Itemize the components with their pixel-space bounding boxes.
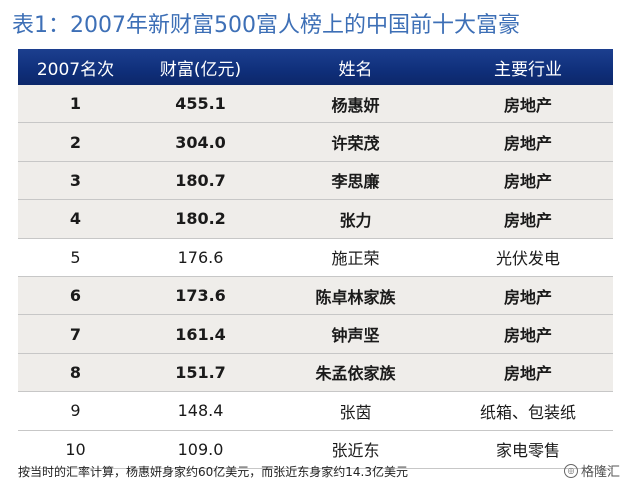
rank-cell: 7 bbox=[69, 324, 82, 344]
rank-cell: 6 bbox=[69, 286, 82, 306]
industry-cell: 房地产 bbox=[503, 172, 552, 192]
wealth-cell: 161.4 bbox=[175, 324, 226, 344]
footnote: 按当时的汇率计算，杨惠妍身家约60亿美元，而张近东身家约14.3亿美元 bbox=[18, 465, 408, 479]
table-row: 2 304.0 许荣茂 房地产 bbox=[18, 123, 613, 162]
wealth-cell: 180.2 bbox=[175, 209, 226, 229]
header-industry: 主要行业 bbox=[494, 59, 562, 80]
table-row: 3 180.7 李思廉 房地产 bbox=[18, 161, 613, 201]
table-body: 1 455.1 杨惠妍 房地产 2 304.0 许荣茂 房地产 3 180.7 李思廉 房地产 4 180… bbox=[18, 85, 613, 469]
table-row: 7 161.4 钟声坚 房地产 bbox=[18, 315, 613, 354]
table-row: 10 109.0 张近东 家电零售 bbox=[18, 431, 613, 469]
rank-cell: 2 bbox=[69, 132, 82, 152]
name-cell: 张茵 bbox=[339, 402, 372, 422]
wealth-cell: 304.0 bbox=[175, 132, 226, 152]
table-row: 6 173.6 陈卓林家族 房地产 bbox=[18, 276, 613, 316]
industry-cell: 光伏发电 bbox=[495, 249, 560, 269]
industry-cell: 家电零售 bbox=[495, 441, 560, 461]
name-cell: 施正荣 bbox=[331, 249, 380, 269]
watermark-text: 格隆汇 bbox=[580, 465, 620, 480]
rank-cell: 4 bbox=[69, 209, 82, 229]
name-cell: 张近东 bbox=[331, 441, 380, 461]
rank-cell: 10 bbox=[65, 439, 86, 459]
industry-cell: 房地产 bbox=[503, 364, 552, 384]
rank-cell: 8 bbox=[69, 362, 82, 382]
watermark: ◎ 格隆汇 bbox=[563, 461, 620, 480]
name-cell: 朱孟依家族 bbox=[315, 364, 396, 384]
industry-cell: 房地产 bbox=[503, 134, 552, 154]
wealth-cell: 180.7 bbox=[175, 170, 226, 190]
wealth-cell: 455.1 bbox=[175, 94, 226, 114]
name-cell: 李思廉 bbox=[331, 172, 380, 192]
industry-cell: 房地产 bbox=[503, 95, 552, 115]
name-cell: 许荣茂 bbox=[331, 134, 380, 154]
name-cell: 陈卓林家族 bbox=[315, 287, 396, 307]
wealth-table: 2007名次 财富(亿元) 姓名 主要行业 1 455.1 杨惠妍 房地产 2 304.0… bbox=[18, 49, 613, 469]
rank-cell: 3 bbox=[69, 170, 82, 190]
wealth-cell: 176.6 bbox=[177, 247, 224, 267]
table-row: 9 148.4 张茵 纸箱、包装纸 bbox=[18, 392, 613, 431]
table-row: 8 151.7 朱孟依家族 房地产 bbox=[18, 353, 613, 393]
rank-cell: 1 bbox=[69, 94, 82, 114]
table-row: 1 455.1 杨惠妍 房地产 bbox=[18, 85, 613, 124]
wealth-cell: 151.7 bbox=[175, 362, 226, 382]
wealth-cell: 109.0 bbox=[177, 439, 224, 459]
table-row: 4 180.2 张力 房地产 bbox=[18, 200, 613, 239]
header-name: 姓名 bbox=[338, 59, 373, 80]
name-cell: 张力 bbox=[339, 210, 372, 230]
wealth-cell: 148.4 bbox=[177, 401, 224, 421]
name-cell: 钟声坚 bbox=[331, 326, 380, 346]
header-rank: 2007名次 bbox=[36, 59, 115, 80]
industry-cell: 纸箱、包装纸 bbox=[479, 402, 576, 422]
industry-cell: 房地产 bbox=[503, 210, 552, 230]
industry-cell: 房地产 bbox=[503, 287, 552, 307]
name-cell: 杨惠妍 bbox=[331, 95, 380, 115]
header-wealth: 财富(亿元) bbox=[159, 59, 242, 80]
table-header: 2007名次 财富(亿元) 姓名 主要行业 bbox=[18, 49, 613, 85]
wealth-cell: 173.6 bbox=[175, 286, 226, 306]
table-row: 5 176.6 施正荣 光伏发电 bbox=[18, 239, 613, 277]
rank-cell: 9 bbox=[70, 401, 81, 421]
industry-cell: 房地产 bbox=[503, 326, 552, 346]
page-title: 表1：2007年新财富500富人榜上的中国前十大富豪 bbox=[12, 13, 520, 38]
watermark-logo-icon: ◎ bbox=[563, 463, 578, 478]
rank-cell: 5 bbox=[70, 247, 81, 267]
